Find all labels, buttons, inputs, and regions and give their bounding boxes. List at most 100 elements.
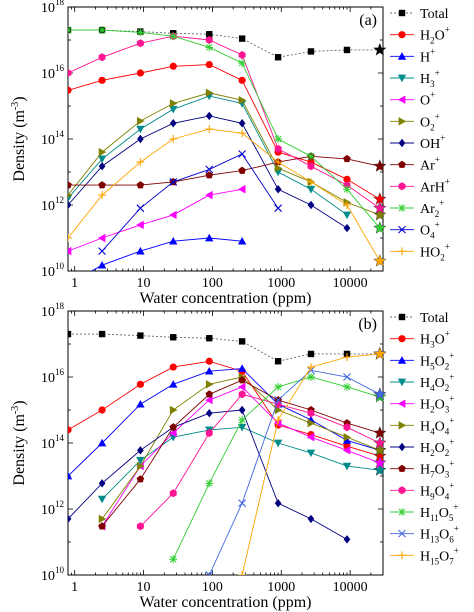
data-point-ArH+: [307, 162, 315, 171]
data-point-O2+: [68, 192, 73, 198]
data-point-H2O2+: [68, 514, 72, 524]
text-part: 3: [445, 470, 450, 480]
data-point-H4O2+: [273, 439, 283, 448]
text-part: H: [420, 333, 430, 348]
data-point-H5O2+: [342, 436, 352, 444]
end-star-HO2+: [373, 254, 387, 267]
y-tick-label: 1016: [41, 367, 65, 386]
series-line-HO2+: [68, 128, 381, 262]
text-part: 16: [55, 367, 65, 377]
data-point-H2O2+: [205, 408, 213, 418]
legend-entry: H3O+: [420, 329, 450, 350]
x-axis-label: Water concentration (ppm): [140, 290, 312, 307]
end-star-H7O3+: [373, 426, 387, 439]
text-part: 15: [430, 556, 440, 566]
series-line-H3O+: [68, 360, 380, 457]
data-point-H2O3+: [342, 446, 351, 455]
legend-marker: [398, 138, 406, 148]
data-point-Total: [307, 350, 315, 358]
text-part: H: [420, 463, 430, 478]
series-line-H3+: [68, 95, 348, 216]
legend-marker: [398, 335, 406, 343]
legend-entry: H2O3+: [420, 394, 454, 415]
text-part: -3: [10, 102, 21, 110]
text-part: O: [420, 94, 430, 109]
data-point-O+: [136, 220, 144, 230]
series-line-Ar2+: [68, 29, 381, 229]
text-part: 4: [430, 231, 435, 241]
data-point-O4+: [98, 247, 106, 256]
text-part: 13: [430, 535, 440, 545]
text-part: 2: [445, 383, 450, 393]
data-point-Total: [274, 358, 282, 365]
data-point-H5O2+: [169, 380, 178, 388]
text-part: 10: [41, 371, 55, 386]
data-point-O2+: [98, 147, 107, 157]
text-part: ArH: [420, 180, 445, 195]
text-part: Ar: [420, 159, 435, 174]
text-part: 4: [445, 426, 450, 436]
text-part: H: [420, 72, 430, 87]
data-point-H+: [237, 236, 247, 245]
data-point-H4O4+: [98, 514, 107, 524]
text-part: O: [435, 333, 445, 348]
data-point-H2O2+: [238, 405, 246, 415]
text-part: 12: [55, 195, 64, 205]
legend-entry: OH+: [420, 133, 445, 152]
x-tick-label: 1000: [267, 580, 295, 595]
text-part: O: [435, 419, 445, 434]
text-part: O: [435, 441, 445, 456]
y-tick-label: 1010: [41, 261, 65, 280]
data-point-H9O4+: [169, 489, 177, 498]
legend-marker: [397, 74, 407, 83]
series-line-Ar+: [68, 155, 380, 186]
x-tick-label: 10000: [333, 580, 368, 595]
legend: TotalH3O+H5O2+H4O2+H2O3+H4O4+H2O2+H7O3+H…: [390, 311, 459, 566]
text-part: +: [454, 524, 459, 534]
text-part: 10: [41, 569, 55, 584]
text-part: +: [449, 350, 454, 360]
x-tick-label: 1000: [267, 276, 295, 291]
series-line-H9O4+: [140, 393, 380, 527]
legend-marker: [398, 160, 406, 168]
data-point-H7O3+: [136, 475, 145, 483]
text-part: 7: [430, 470, 435, 480]
y-tick-label: 1014: [41, 129, 65, 148]
legend-marker: [398, 529, 406, 538]
legend-marker: [398, 182, 406, 191]
data-point-HO2+: [68, 234, 72, 242]
data-point-H5O2+: [205, 366, 214, 375]
text-part: 10: [41, 67, 55, 82]
text-part: O: [435, 376, 445, 391]
text-part: +: [449, 480, 454, 490]
text-part: H: [420, 50, 430, 65]
data-point-H2O+: [68, 86, 72, 94]
legend-entry: H+: [420, 46, 435, 65]
y-tick-label: 1012: [41, 499, 64, 518]
legend-marker: [398, 551, 406, 560]
text-part: +: [430, 90, 435, 100]
text-part: 3: [430, 340, 435, 350]
legend-marker: [398, 9, 406, 17]
legend-entry: H9O4+: [420, 480, 454, 501]
legend-marker: [397, 399, 406, 408]
data-point-H15O7+: [274, 415, 283, 424]
end-star-H4O2+: [373, 463, 387, 476]
data-point-Ar+: [205, 171, 214, 179]
text-part: 10: [41, 437, 55, 452]
legend-entry: H15O7+: [420, 545, 459, 566]
data-point-Total: [206, 30, 213, 38]
data-point-ArH+: [136, 39, 144, 48]
y-axis-label: Density (m-3): [10, 400, 28, 485]
text-part: 10: [41, 265, 55, 280]
data-point-Ar+: [98, 181, 106, 189]
data-point-OH+: [238, 119, 246, 128]
text-part: +: [454, 545, 459, 555]
legend-entry: Total: [420, 7, 449, 22]
data-point-OH+: [68, 200, 72, 210]
data-point-H5O2+: [237, 364, 247, 372]
data-point-OH+: [274, 185, 282, 194]
x-tick-label: 10: [137, 276, 151, 291]
